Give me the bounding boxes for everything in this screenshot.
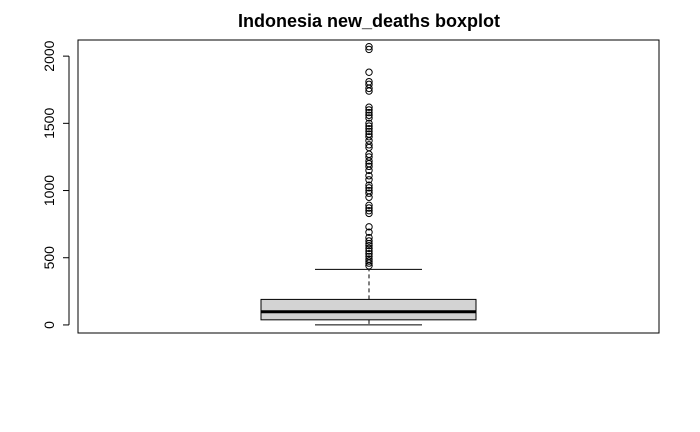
outlier-point: [365, 257, 373, 265]
outlier-point: [365, 141, 373, 149]
outlier-point: [365, 228, 373, 236]
outlier-point: [365, 127, 373, 136]
outlier-point: [365, 255, 373, 263]
outlier-point: [365, 77, 373, 86]
outlier-point: [365, 189, 373, 197]
outlier-point: [365, 130, 373, 138]
iqr-box: [260, 298, 477, 321]
y-axis: 0 500 1000 1500 2000: [41, 40, 70, 329]
outlier-point: [365, 43, 373, 51]
outliers: [365, 43, 373, 270]
outlier-point: [365, 111, 373, 119]
outlier-point: [365, 206, 373, 215]
outlier-point: [365, 103, 373, 111]
outlier-point: [365, 237, 373, 245]
outlier-point: [365, 223, 373, 231]
outlier-point: [365, 122, 373, 130]
y-tick-label: 1500: [41, 108, 57, 139]
outlier-point: [365, 250, 373, 258]
outlier-point: [365, 80, 373, 89]
outlier-point: [365, 181, 373, 189]
outlier-point: [365, 172, 373, 180]
outlier-point: [365, 247, 373, 255]
outlier-point: [365, 244, 373, 253]
outlier-point: [365, 106, 373, 114]
outlier-point: [365, 252, 373, 261]
plot-frame: [77, 39, 660, 334]
box: [260, 268, 477, 326]
y-tick-label: 2000: [41, 40, 57, 71]
outlier-point: [365, 204, 373, 212]
outlier-point: [365, 176, 373, 184]
outlier-point: [365, 233, 373, 242]
outlier-point: [365, 201, 373, 210]
outlier-point: [365, 119, 373, 128]
y-tick-label: 0: [41, 321, 57, 329]
outlier-point: [365, 133, 373, 141]
outlier-point: [365, 186, 373, 195]
y-tick-label: 1000: [41, 175, 57, 206]
outlier-point: [365, 241, 373, 250]
y-tick-label: 500: [41, 246, 57, 270]
outlier-point: [365, 108, 373, 117]
outlier-point: [365, 184, 373, 192]
outlier-point: [365, 68, 373, 76]
outlier-point: [365, 125, 373, 133]
outlier-point: [365, 162, 373, 171]
outlier-point: [365, 209, 373, 218]
outlier-point: [365, 114, 373, 122]
chart-title: Indonesia new_deaths boxplot: [238, 11, 500, 31]
outlier-point: [365, 45, 373, 54]
outlier-point: [365, 153, 373, 161]
